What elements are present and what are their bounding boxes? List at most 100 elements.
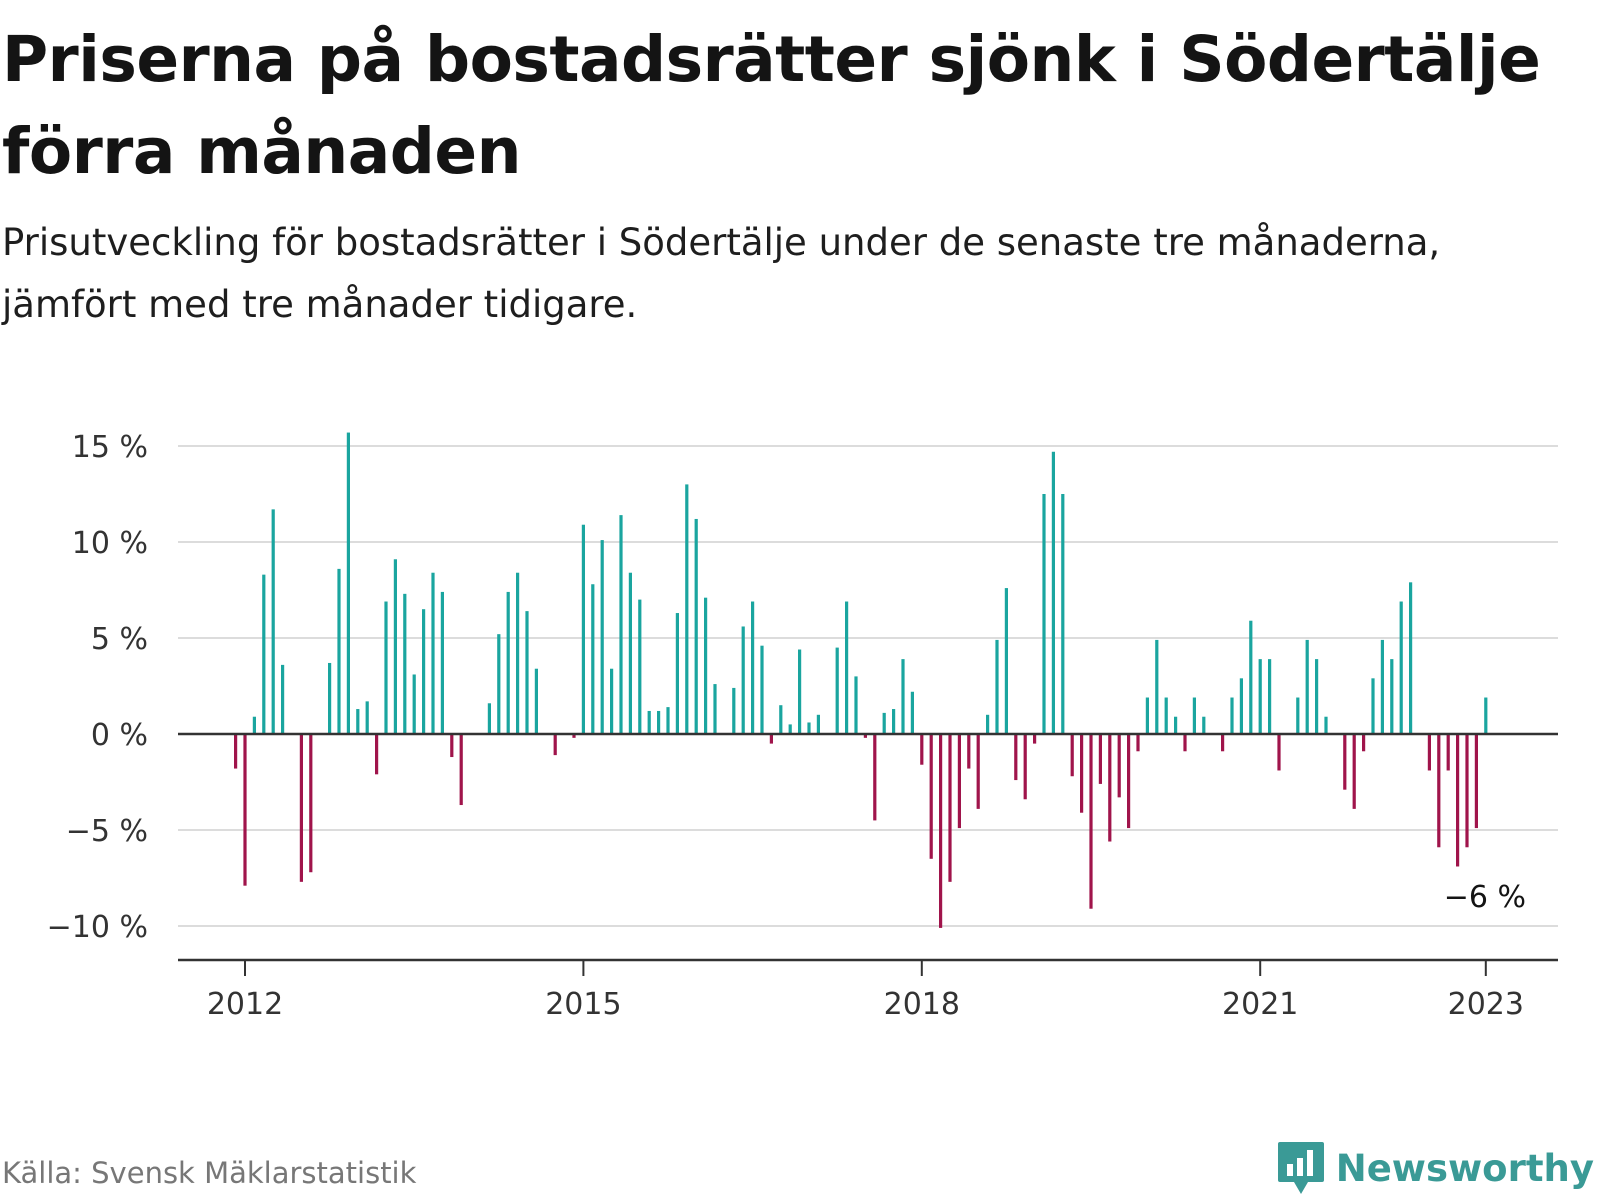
gridlines — [178, 445, 1558, 927]
bar — [732, 687, 736, 734]
bar — [1474, 734, 1478, 829]
bar — [356, 709, 360, 734]
bar — [967, 734, 971, 769]
bar — [1042, 494, 1046, 734]
bar — [1399, 601, 1403, 734]
bar — [431, 572, 435, 734]
bar — [769, 734, 773, 744]
bar — [666, 707, 670, 734]
x-tick-label: 2023 — [1448, 987, 1524, 1022]
bar — [1324, 716, 1328, 734]
bar — [854, 676, 858, 734]
bar — [929, 734, 933, 859]
bar — [760, 645, 764, 734]
bar — [1117, 734, 1121, 798]
bar — [281, 664, 285, 734]
bar — [506, 591, 510, 734]
bar — [1127, 734, 1131, 829]
bar — [393, 559, 397, 734]
bar — [920, 734, 924, 765]
bar — [685, 484, 689, 734]
bar-chart: −10 % −5 % 0 % 5 % 10 % 15 % 2012 2015 2018 2021… — [47, 430, 1558, 1022]
bar — [1145, 697, 1149, 734]
x-tick-label: 2015 — [545, 987, 621, 1022]
bar — [1315, 659, 1319, 734]
bar — [1080, 734, 1084, 813]
bar — [873, 734, 877, 821]
bar — [553, 734, 557, 756]
bar — [337, 568, 341, 734]
bar — [863, 734, 867, 738]
bar — [1277, 734, 1281, 771]
bar — [1362, 734, 1366, 752]
chart-title: Priserna på bostadsrätter sjönk i Södert… — [2, 23, 1541, 188]
bar — [1221, 734, 1225, 752]
bar — [1371, 678, 1375, 734]
bar — [694, 518, 698, 734]
x-tick-label: 2021 — [1222, 987, 1298, 1022]
bar — [1108, 734, 1112, 842]
y-tick-label: 5 % — [91, 622, 148, 657]
y-tick-label: 0 % — [91, 718, 148, 753]
bars — [234, 432, 1488, 928]
y-tick-label: 15 % — [72, 430, 148, 465]
bar — [779, 705, 783, 734]
bar — [422, 609, 426, 734]
bar — [741, 626, 745, 734]
bar — [704, 597, 708, 734]
bar — [1164, 697, 1168, 734]
x-tick-label: 2018 — [884, 987, 960, 1022]
source-note: Källa: Svensk Mäklarstatistik — [2, 1156, 417, 1190]
bar — [1239, 678, 1243, 734]
bar — [1174, 716, 1178, 734]
bar — [1343, 734, 1347, 790]
bar — [384, 601, 388, 734]
bar — [957, 734, 961, 829]
bar — [1202, 716, 1206, 734]
bar — [516, 572, 520, 734]
bar — [1296, 697, 1300, 734]
bar — [243, 734, 247, 886]
bar — [845, 601, 849, 734]
bar — [807, 722, 811, 734]
bar — [610, 668, 614, 734]
bar — [1070, 734, 1074, 777]
bar — [1183, 734, 1187, 752]
newsworthy-logo-icon — [1277, 1142, 1324, 1194]
bar — [1023, 734, 1027, 800]
bar — [450, 734, 454, 758]
bar — [1268, 659, 1272, 734]
bar — [1098, 734, 1102, 784]
bar — [1484, 697, 1488, 734]
chart-subtitle: Prisutveckling för bostadsrätter i Söder… — [2, 221, 1441, 326]
brand-logo[interactable]: Newsworthy — [1276, 1140, 1594, 1196]
bar — [986, 714, 990, 734]
bar — [675, 613, 679, 734]
bar — [751, 601, 755, 734]
bar — [525, 611, 529, 734]
bar — [581, 524, 585, 734]
bar — [1136, 734, 1140, 752]
bar — [1155, 639, 1159, 734]
bar — [1051, 451, 1055, 734]
bar — [252, 716, 256, 734]
last-value-annotation: −6 % — [1444, 880, 1526, 915]
bar — [412, 674, 416, 734]
x-tick-label: 2012 — [207, 987, 283, 1022]
bar — [1465, 734, 1469, 848]
bar — [309, 734, 313, 873]
bar — [628, 572, 632, 734]
bar — [1409, 582, 1413, 734]
bar — [1033, 734, 1037, 744]
bar — [816, 714, 820, 734]
bar — [882, 712, 886, 734]
bar — [299, 734, 303, 882]
bar — [375, 734, 379, 775]
bar — [647, 710, 651, 734]
bar — [1456, 734, 1460, 867]
y-tick-label: −5 % — [66, 814, 148, 849]
bar — [346, 432, 350, 734]
bar — [1004, 588, 1008, 734]
bar — [901, 659, 905, 734]
bar — [657, 710, 661, 734]
